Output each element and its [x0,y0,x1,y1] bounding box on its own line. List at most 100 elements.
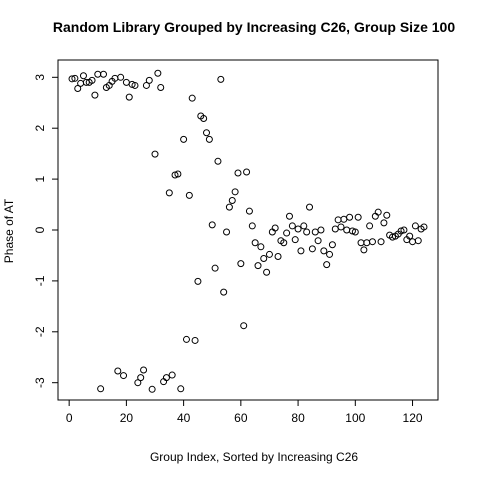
point [271,224,279,232]
point [68,75,76,83]
point [79,72,87,80]
point [94,70,102,78]
point [411,222,419,230]
point [406,232,414,240]
point [288,222,296,230]
point [211,264,219,272]
point [237,260,245,268]
point [137,374,145,382]
point [380,219,388,227]
point [409,238,417,246]
point [243,168,251,176]
point [366,222,374,230]
point [317,226,325,234]
y-tick-label: 3 [33,74,47,81]
point [306,203,314,211]
point [223,228,231,236]
point [337,223,345,231]
point [225,203,233,211]
point [117,73,125,81]
point [220,288,228,296]
x-tick-label: 20 [120,411,134,425]
point [346,213,354,221]
point [120,372,128,380]
point [142,81,150,89]
point [203,129,211,137]
point [308,245,316,253]
point [374,208,382,216]
point [351,228,359,236]
point [180,135,188,143]
point [157,83,165,91]
point [323,261,331,269]
chart-title: Random Library Grouped by Increasing C26… [53,19,455,35]
point [257,243,265,251]
point [125,93,133,101]
point [400,226,408,234]
point [71,74,79,82]
point [414,237,422,245]
x-tick-label: 0 [66,411,73,425]
point [311,228,319,236]
point [334,216,342,224]
point [208,221,216,229]
x-tick-label: 100 [345,411,365,425]
point [148,385,156,393]
point [320,247,328,255]
point [297,247,305,255]
point [368,238,376,246]
point [154,69,162,77]
point [74,85,82,93]
point [420,223,428,231]
point [194,277,202,285]
point [283,229,291,237]
point [245,207,253,215]
point [251,239,259,247]
point [145,76,153,84]
point [91,91,99,99]
point [217,75,225,83]
point [165,189,173,197]
point [300,222,308,230]
x-tick-label: 60 [234,411,248,425]
x-axis-label: Group Index, Sorted by Increasing C26 [150,450,358,464]
point [214,157,222,165]
y-axis-label: Phase of AT [2,198,16,263]
point [228,196,236,204]
point [151,150,159,158]
point [294,225,302,233]
point [88,76,96,84]
point [260,255,268,263]
point [303,228,311,236]
y-tick-label: -3 [33,377,47,388]
point [77,79,85,87]
y-tick-label: -1 [33,275,47,286]
point [331,225,339,233]
point [200,115,208,123]
point [240,322,248,330]
point [99,70,107,78]
point [162,374,170,382]
point [357,239,365,247]
point [285,212,293,220]
point [254,262,262,270]
point [343,226,351,234]
point [280,239,288,247]
point [182,335,190,343]
point [234,169,242,177]
point [265,250,273,258]
point [97,385,105,393]
point [383,211,391,219]
y-tick-label: 2 [33,125,47,132]
plot-box [57,59,439,401]
x-tick-label: 120 [403,411,423,425]
x-tick-label: 80 [291,411,305,425]
point [191,336,199,344]
point [188,94,196,102]
point [326,250,334,258]
point [377,238,385,246]
point [263,268,271,276]
point [248,222,256,230]
point [174,170,182,178]
